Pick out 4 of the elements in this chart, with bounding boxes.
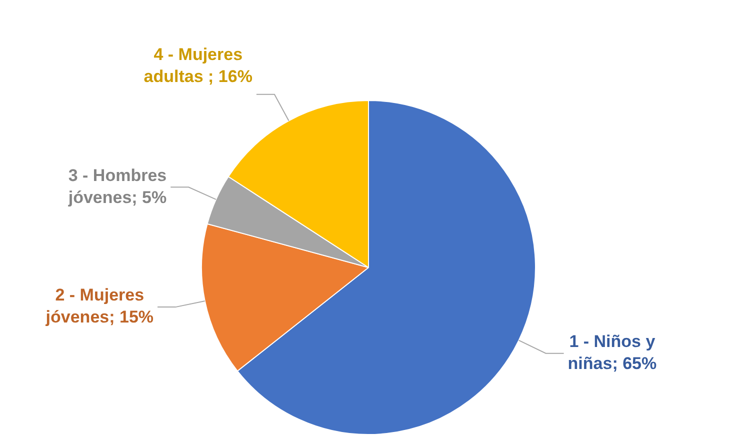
slice-label: 3 - Hombres jóvenes; 5% (67, 166, 167, 207)
slice-label: 4 - Mujeres adultas ; 16% (144, 45, 252, 86)
slice-label: 1 - Niños y niñas; 65% (568, 332, 657, 374)
slice-label: 2 - Mujeres jóvenes; 15% (44, 286, 154, 327)
